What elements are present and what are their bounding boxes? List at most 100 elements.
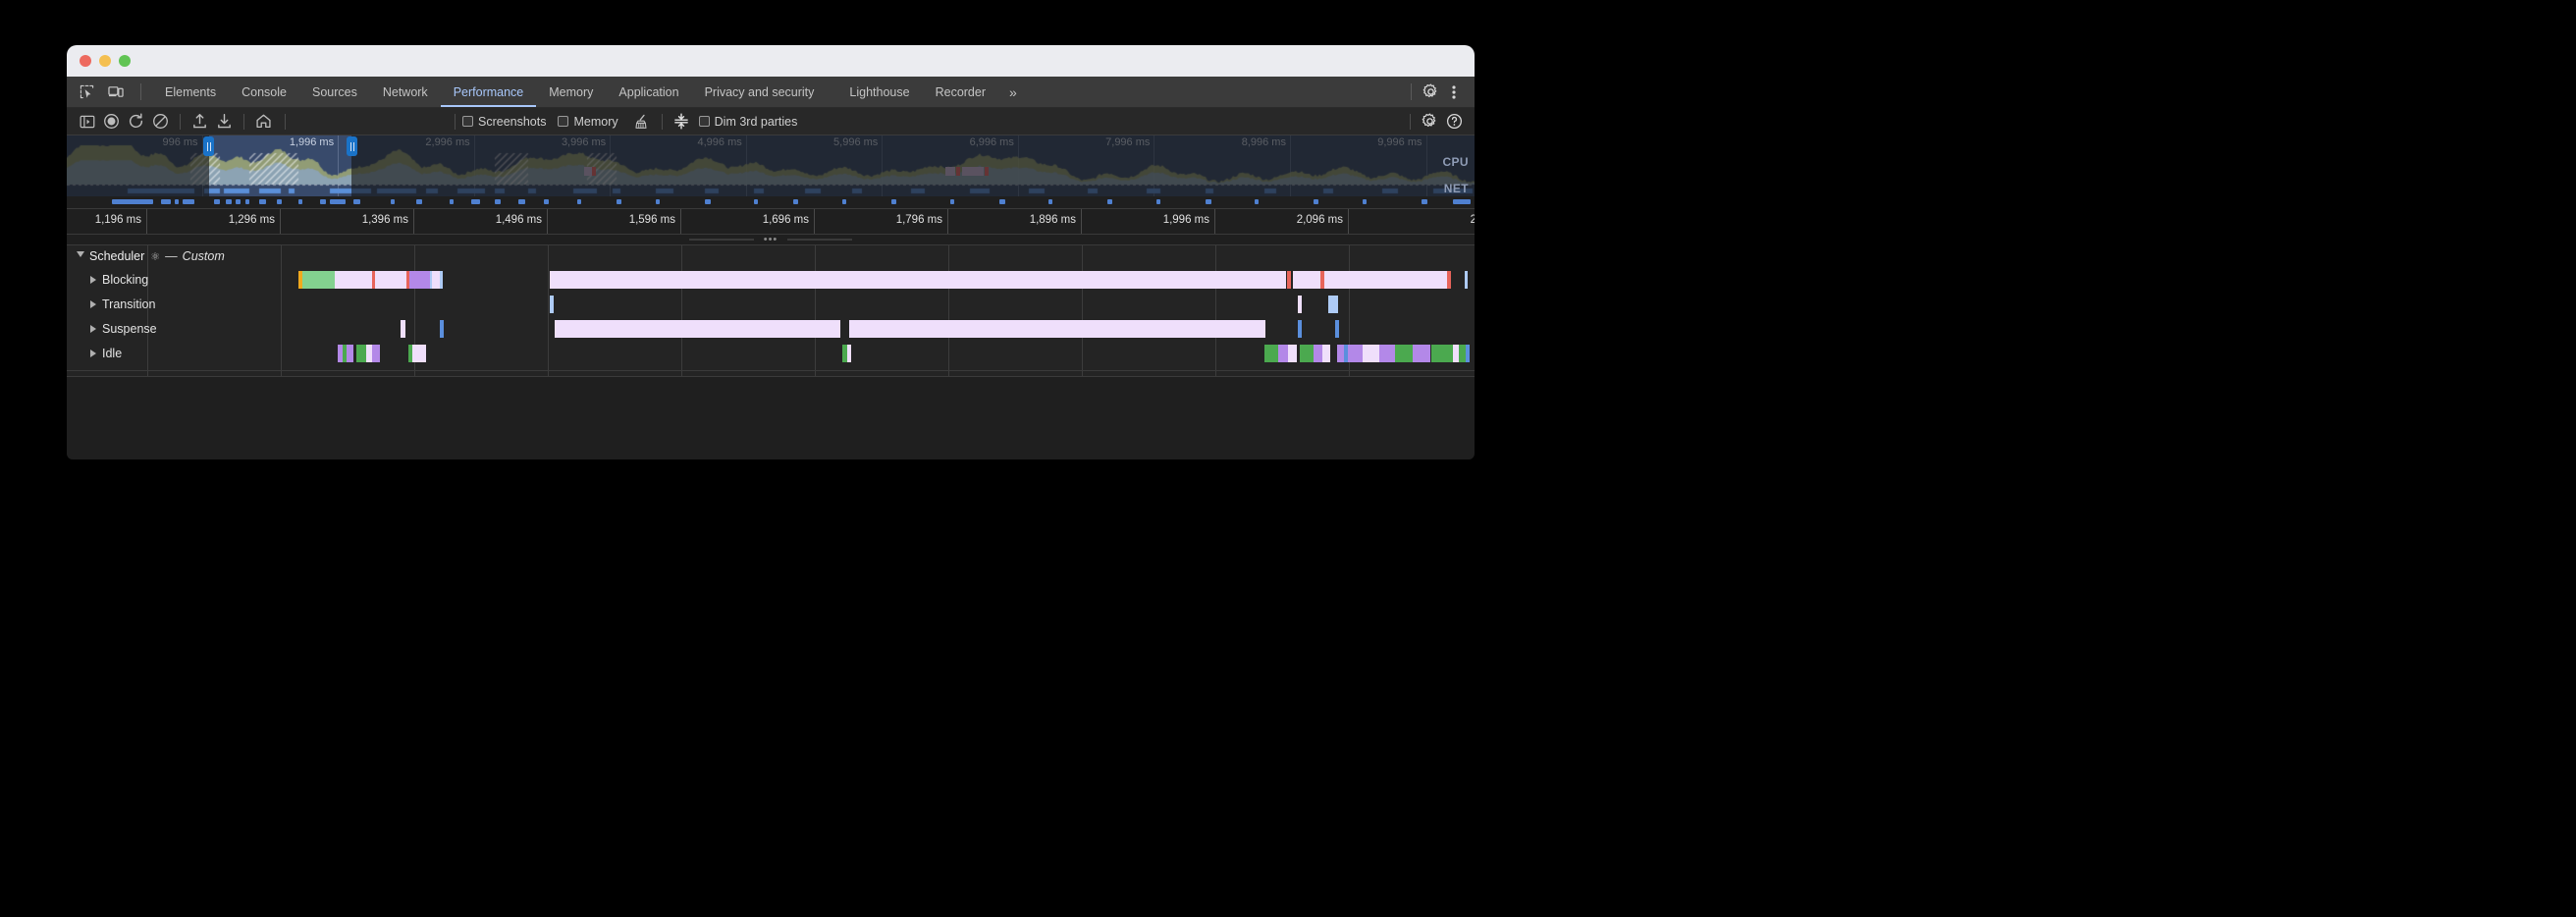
chevron-right-icon[interactable]	[90, 300, 96, 308]
flame-bar[interactable]	[338, 345, 343, 362]
collapse-vertical-icon[interactable]	[670, 111, 694, 133]
flame-bar[interactable]	[1447, 271, 1451, 289]
flame-bar[interactable]	[1293, 271, 1320, 289]
checkbox-box[interactable]	[558, 116, 569, 127]
flame-bar[interactable]	[432, 271, 440, 289]
flame-bar[interactable]	[401, 320, 405, 338]
checkbox-box[interactable]	[462, 116, 473, 127]
detail-minimap-strip[interactable]	[67, 196, 1475, 209]
zoom-window-button[interactable]	[119, 55, 131, 67]
flame-bar[interactable]	[555, 320, 840, 338]
chevron-right-icon[interactable]	[90, 276, 96, 284]
overview-selection-start-handle[interactable]	[203, 136, 214, 156]
flame-bar[interactable]	[440, 271, 443, 289]
more-tabs-button[interactable]: »	[998, 77, 1027, 107]
flame-bar[interactable]	[440, 320, 444, 338]
flame-track-row-blocking[interactable]: Blocking	[67, 269, 1475, 291]
flame-bar[interactable]	[550, 271, 1286, 289]
chevron-down-icon[interactable]	[77, 251, 84, 261]
flame-bar[interactable]	[1287, 271, 1291, 289]
tab-elements[interactable]: Elements	[152, 77, 229, 107]
gear-icon[interactable]	[1419, 81, 1442, 103]
tab-privacy-and-security[interactable]: Privacy and security	[692, 77, 828, 107]
home-icon[interactable]	[251, 111, 276, 133]
upload-arrow-icon[interactable]	[188, 111, 212, 133]
flame-bar[interactable]	[1363, 345, 1379, 362]
flame-bar[interactable]	[1395, 345, 1413, 362]
flame-bar[interactable]	[847, 345, 851, 362]
flame-bar[interactable]	[1320, 271, 1324, 289]
help-question-icon[interactable]	[1442, 111, 1467, 133]
flame-bar[interactable]	[335, 271, 372, 289]
tab-lighthouse[interactable]: Lighthouse	[827, 77, 922, 107]
flame-bar[interactable]	[406, 271, 409, 289]
tab-performance[interactable]: Performance	[440, 77, 537, 107]
broom-collect-garbage-icon[interactable]	[630, 111, 655, 133]
flame-bar[interactable]	[409, 271, 430, 289]
flame-track-row-idle[interactable]: Idle	[67, 343, 1475, 364]
flame-bar[interactable]	[372, 345, 380, 362]
pane-resizer[interactable]: •••	[67, 234, 1475, 245]
flame-bar[interactable]	[302, 271, 335, 289]
no-entry-icon[interactable]	[148, 111, 173, 133]
flame-bar[interactable]	[1465, 271, 1468, 289]
flame-bar[interactable]	[849, 320, 1265, 338]
flame-bar[interactable]	[1298, 296, 1302, 313]
device-toolbar-icon[interactable]	[104, 81, 128, 103]
flame-bar[interactable]	[1466, 345, 1470, 362]
flame-bar[interactable]	[372, 271, 375, 289]
tab-console[interactable]: Console	[229, 77, 299, 107]
track-header-suspense[interactable]: Suspense	[90, 318, 157, 340]
flame-bar[interactable]	[1344, 345, 1348, 362]
minimize-window-button[interactable]	[99, 55, 111, 67]
close-window-button[interactable]	[80, 55, 91, 67]
group-header-scheduler[interactable]: Scheduler ⚛ — Custom	[77, 245, 225, 267]
checkbox-box[interactable]	[698, 116, 710, 127]
track-header-idle[interactable]: Idle	[90, 343, 122, 364]
record-circle-icon[interactable]	[99, 111, 124, 133]
flame-bar[interactable]	[1298, 320, 1302, 338]
flame-bar[interactable]	[1328, 296, 1338, 313]
tab-application[interactable]: Application	[606, 77, 691, 107]
flame-bar[interactable]	[1459, 345, 1466, 362]
download-arrow-icon[interactable]	[212, 111, 237, 133]
flame-bar[interactable]	[1278, 345, 1288, 362]
kebab-menu-icon[interactable]	[1442, 81, 1466, 103]
gear-icon[interactable]	[1418, 111, 1442, 133]
flame-bar[interactable]	[1324, 271, 1447, 289]
flame-bar[interactable]	[1300, 345, 1314, 362]
flame-bar[interactable]	[1314, 345, 1322, 362]
track-header-blocking[interactable]: Blocking	[90, 269, 148, 291]
tab-recorder[interactable]: Recorder	[923, 77, 998, 107]
flame-chart[interactable]: Scheduler ⚛ — Custom Blocking Transition	[67, 245, 1475, 427]
flame-bar[interactable]	[1337, 345, 1344, 362]
flame-track-row-transition[interactable]: Transition	[67, 294, 1475, 315]
flame-bar[interactable]	[366, 345, 372, 362]
flame-bar[interactable]	[1413, 345, 1430, 362]
flame-bar[interactable]	[298, 271, 302, 289]
overview-selection-end-handle[interactable]	[347, 136, 357, 156]
flame-bar[interactable]	[356, 345, 366, 362]
memory-checkbox[interactable]: Memory	[558, 115, 618, 129]
tab-memory[interactable]: Memory	[536, 77, 606, 107]
chevron-right-icon[interactable]	[90, 325, 96, 333]
flame-bar[interactable]	[430, 271, 432, 289]
flame-bar[interactable]	[343, 345, 347, 362]
flame-bar[interactable]	[1348, 345, 1363, 362]
tab-network[interactable]: Network	[370, 77, 441, 107]
dim-3rd-parties-checkbox[interactable]: Dim 3rd parties	[698, 115, 797, 129]
screenshots-checkbox[interactable]: Screenshots	[462, 115, 546, 129]
flame-bar[interactable]	[1379, 345, 1395, 362]
reload-icon[interactable]	[124, 111, 148, 133]
flame-bar[interactable]	[1453, 345, 1459, 362]
flame-bar[interactable]	[412, 345, 426, 362]
chevron-right-icon[interactable]	[90, 350, 96, 357]
flame-track-row-suspense[interactable]: Suspense	[67, 318, 1475, 340]
flame-bar[interactable]	[1288, 345, 1297, 362]
flame-bar[interactable]	[375, 271, 406, 289]
timeline-overview[interactable]: 996 ms1,996 ms2,996 ms3,996 ms4,996 ms5,…	[67, 135, 1475, 196]
flame-bar[interactable]	[1264, 345, 1278, 362]
panel-left-icon[interactable]	[75, 111, 99, 133]
tab-sources[interactable]: Sources	[299, 77, 370, 107]
flame-bar[interactable]	[1322, 345, 1330, 362]
